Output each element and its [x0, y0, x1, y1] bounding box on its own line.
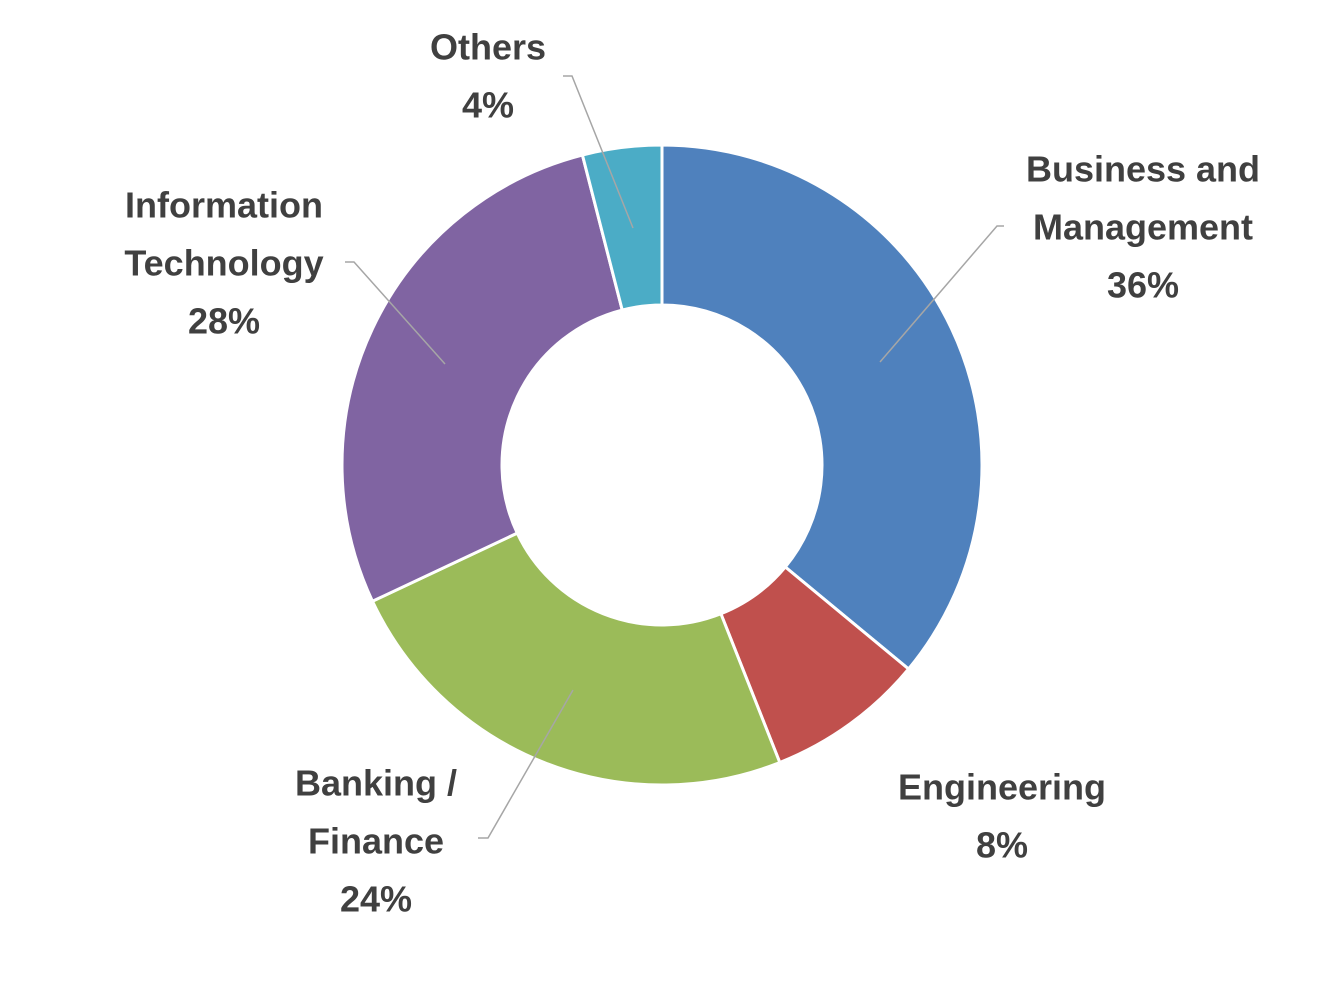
data-label-category: Information	[125, 185, 323, 226]
data-label-value: 36%	[1107, 265, 1179, 306]
slice-others	[580, 143, 664, 312]
data-label-information-technology: Information Technology 28%	[124, 185, 323, 342]
data-label-category: Management	[1033, 207, 1253, 248]
data-label-business-and-management: Business and Management 36%	[1026, 149, 1260, 306]
slice-business-and-management	[660, 143, 984, 672]
leader-line-banking-finance	[478, 689, 574, 839]
leader-line-information-technology	[345, 261, 446, 365]
slice-information-technology	[340, 153, 625, 604]
data-label-value: 8%	[976, 825, 1028, 866]
data-label-category: Technology	[124, 243, 323, 284]
data-label-category: Engineering	[898, 767, 1106, 808]
data-label-value: 4%	[462, 85, 514, 126]
chart-slices	[340, 143, 984, 787]
data-label-value: 28%	[188, 301, 260, 342]
data-label-category: Banking /	[295, 763, 457, 804]
data-label-category: Finance	[308, 821, 444, 862]
slice-banking-finance	[370, 531, 782, 787]
data-label-others: Others 4%	[430, 27, 546, 126]
data-label-category: Others	[430, 27, 546, 68]
data-label-banking-finance: Banking / Finance 24%	[295, 763, 457, 920]
chart-leader-lines	[345, 75, 1004, 839]
data-label-category: Business and	[1026, 149, 1260, 190]
data-label-engineering: Engineering 8%	[898, 767, 1106, 866]
chart-data-labels: Business and Management 36% Engineering 8% Ba…	[124, 27, 1260, 920]
leader-line-others	[563, 75, 634, 229]
data-label-value: 24%	[340, 879, 412, 920]
leader-line-business-and-management	[879, 225, 1004, 363]
